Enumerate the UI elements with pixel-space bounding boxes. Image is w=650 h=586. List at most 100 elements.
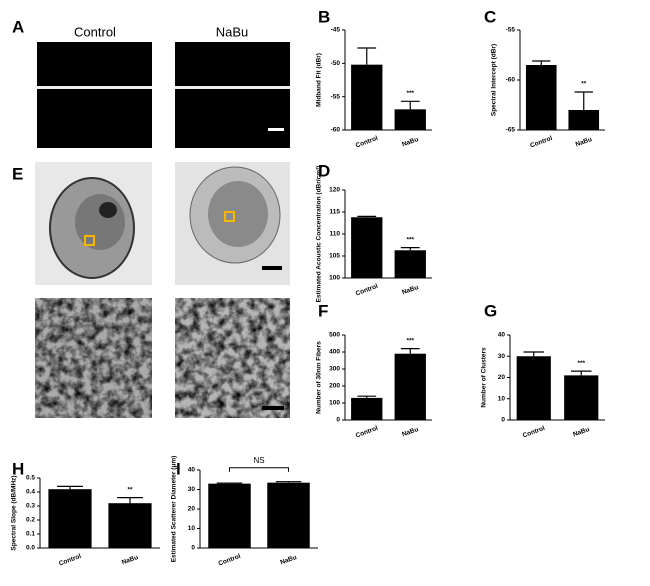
bar <box>267 482 310 548</box>
ultrasound-image <box>37 42 152 148</box>
panel-letter: H <box>12 459 24 478</box>
scale-bar <box>268 128 284 131</box>
y-axis-label: Estimated Scatterer Diameter (μm) <box>171 456 178 563</box>
panel-letter: E <box>12 164 23 183</box>
x-tick-label: Control <box>355 283 379 298</box>
y-axis-label: Midband Fit (dBr) <box>316 53 323 107</box>
x-tick-label: NaBu <box>401 426 419 438</box>
x-tick-label: NaBu <box>121 554 139 566</box>
scale-bar <box>262 266 282 270</box>
x-tick-label: NaBu <box>279 554 297 566</box>
y-tick-label: 0.1 <box>26 531 35 538</box>
y-tick-label: 40 <box>498 332 506 339</box>
y-tick-label: -55 <box>506 27 516 34</box>
bar <box>516 356 551 420</box>
error-bar <box>523 351 545 357</box>
y-tick-label: 100 <box>329 275 340 282</box>
x-tick-label: NaBu <box>401 136 419 148</box>
error-bar <box>117 497 143 504</box>
y-tick-label: 0.5 <box>26 475 35 482</box>
x-tick-label: NaBu <box>575 136 593 148</box>
error-bar <box>400 348 420 354</box>
y-tick-label: 0.0 <box>26 545 35 552</box>
panel-letter: B <box>318 7 330 26</box>
bar <box>394 353 426 420</box>
tem-zoom-image <box>175 298 290 418</box>
y-axis-label: Spectral Slope (dB/MHz) <box>11 475 18 550</box>
panel-letter: F <box>318 301 328 320</box>
y-tick-label: 110 <box>330 231 341 238</box>
y-tick-label: 10 <box>498 395 506 402</box>
y-tick-label: 10 <box>188 525 196 532</box>
y-tick-label: -65 <box>506 127 516 134</box>
image-label: Control <box>74 24 116 39</box>
y-tick-label: 0 <box>501 417 505 424</box>
x-tick-label: NaBu <box>572 426 590 438</box>
y-tick-label: -60 <box>506 77 516 84</box>
bar <box>394 109 426 130</box>
y-tick-label: 0.2 <box>26 517 35 524</box>
x-tick-label: Control <box>218 553 242 568</box>
error-bar <box>357 395 377 398</box>
error-bar <box>357 215 377 218</box>
panel-letter: G <box>484 301 497 320</box>
x-tick-label: Control <box>58 553 82 568</box>
error-bar <box>216 482 243 484</box>
x-tick-label: Control <box>355 425 379 440</box>
ultrasound-image <box>175 42 290 148</box>
y-axis-label: Number of 30nm Fibers <box>316 341 323 414</box>
significance: ** <box>581 81 587 88</box>
y-axis-label: Spectral Intercept (dBr) <box>491 44 498 116</box>
x-tick-label: NaBu <box>401 284 419 296</box>
y-tick-label: 200 <box>329 383 340 390</box>
y-tick-label: 105 <box>329 253 340 260</box>
significance: *** <box>406 90 414 97</box>
tem-image <box>175 162 290 285</box>
y-tick-label: 400 <box>329 349 340 356</box>
bar <box>351 217 383 278</box>
x-tick-label: Control <box>529 135 553 150</box>
significance: ** <box>127 486 133 493</box>
error-bar <box>532 60 551 65</box>
error-bar <box>275 481 302 483</box>
y-axis-label: Number of Clusters <box>481 347 488 408</box>
tem-zoom-image <box>35 298 152 418</box>
y-tick-label: -45 <box>331 27 341 34</box>
bracket <box>229 467 289 472</box>
error-bar <box>400 247 420 251</box>
bar <box>568 110 600 130</box>
bar <box>351 397 383 420</box>
x-tick-label: Control <box>355 135 379 150</box>
y-tick-label: 0 <box>191 545 195 552</box>
y-tick-label: -60 <box>331 127 341 134</box>
scale-bar <box>262 406 284 410</box>
significance: *** <box>406 337 414 344</box>
bar <box>394 250 426 278</box>
tem-image <box>35 162 152 285</box>
y-tick-label: 115 <box>330 209 341 216</box>
error-bar <box>357 47 377 65</box>
charts: B-45 -50 -55 -60 Midband Fit (dBr) Control NaB… <box>11 7 605 567</box>
bar <box>208 483 251 548</box>
bar <box>108 503 152 548</box>
y-tick-label: 20 <box>498 374 506 381</box>
bar <box>525 65 557 130</box>
error-bar <box>400 100 420 110</box>
significance: *** <box>577 360 585 367</box>
panel-letter: I <box>176 459 181 478</box>
annotation: NS <box>253 456 264 465</box>
image-label: NaBu <box>216 24 249 39</box>
error-bar <box>57 485 83 490</box>
bar <box>351 64 383 130</box>
y-tick-label: 0.3 <box>26 503 35 510</box>
y-axis-label: Estimated Acoustic Concentration (dBr/cm… <box>316 166 323 303</box>
error-bar <box>570 370 592 376</box>
y-tick-label: 120 <box>329 187 340 194</box>
y-tick-label: 30 <box>498 353 506 360</box>
panel-letter: D <box>318 161 330 180</box>
y-tick-label: -55 <box>331 93 341 100</box>
y-tick-label: 100 <box>329 400 340 407</box>
y-tick-label: 0.4 <box>26 489 35 496</box>
y-tick-label: -50 <box>331 60 341 67</box>
